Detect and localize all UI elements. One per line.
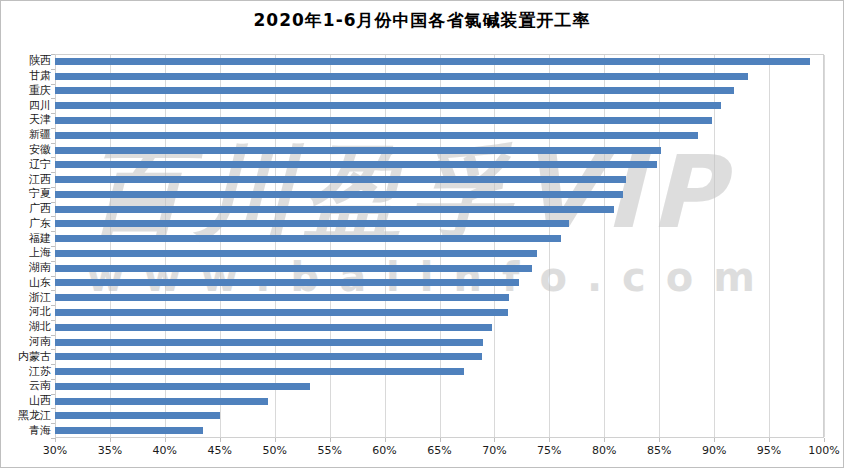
bar — [55, 102, 721, 109]
bar — [55, 309, 508, 316]
bar — [55, 383, 310, 390]
bar — [55, 368, 464, 375]
bar — [55, 191, 623, 198]
bar — [55, 235, 561, 242]
bar — [55, 147, 661, 154]
bar — [55, 206, 614, 213]
bar — [55, 265, 532, 272]
bar — [55, 324, 492, 331]
bar — [55, 58, 810, 65]
bar — [55, 398, 268, 405]
bar — [55, 339, 483, 346]
bar — [55, 161, 657, 168]
bar — [55, 294, 509, 301]
bar — [55, 176, 626, 183]
bar — [55, 427, 203, 434]
bar — [55, 220, 569, 227]
bar — [55, 132, 698, 139]
bar — [55, 117, 712, 124]
bar — [55, 250, 537, 257]
bar — [55, 412, 220, 419]
bar — [55, 87, 734, 94]
bar — [55, 353, 482, 360]
bar — [55, 279, 519, 286]
chart-root: 2020年1-6月份中国各省氯碱装置开工率 百川盈孚VIP www.baiinf… — [0, 0, 844, 468]
bar — [55, 73, 748, 80]
bars-layer — [1, 1, 843, 467]
